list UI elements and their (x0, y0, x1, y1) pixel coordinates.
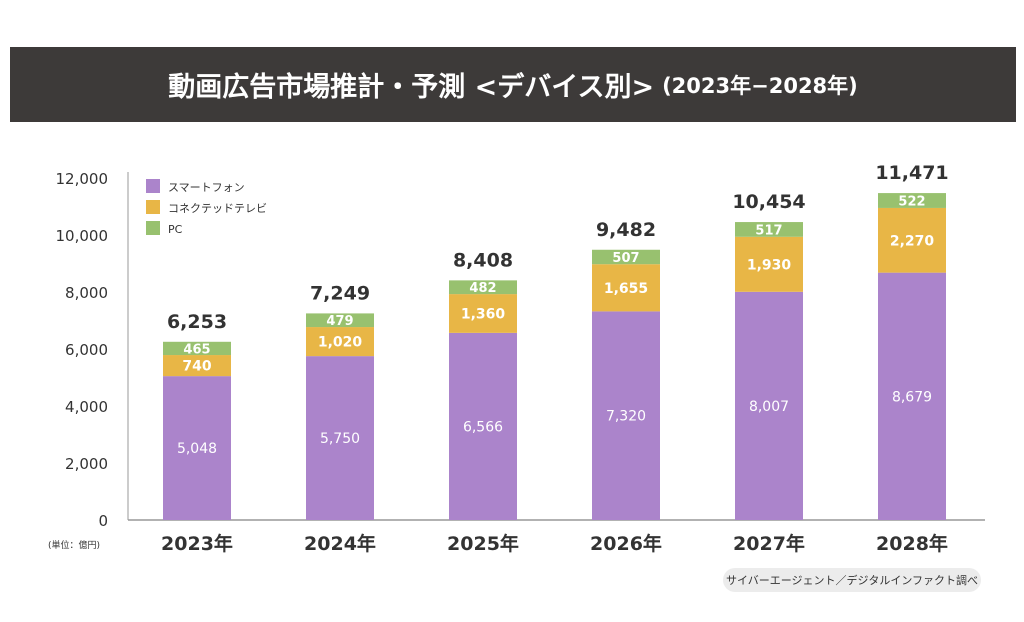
data-label: 1,655 (604, 281, 648, 297)
unit-label: (単位：億円) (48, 541, 101, 551)
bar-0-3 (592, 311, 660, 520)
chart-title: 動画広告市場推計・予測 <デバイス別> (168, 72, 655, 103)
data-label: 1,930 (747, 257, 792, 273)
bar-1-1 (306, 327, 374, 357)
x-tick-label: 2024年 (304, 532, 376, 555)
data-label: 465 (183, 342, 210, 357)
data-label: 2,270 (890, 233, 935, 249)
data-label: 5,048 (177, 441, 217, 457)
bar-1-4 (735, 236, 803, 292)
data-label: 1,360 (461, 306, 506, 322)
x-tick-label: 2023年 (161, 532, 233, 555)
total-label: 7,249 (310, 282, 370, 304)
y-tick-label: 2,000 (65, 455, 108, 473)
bar-2-3 (592, 249, 660, 265)
bar-0-0 (163, 376, 231, 520)
bar-2-0 (163, 341, 231, 356)
chart-subtitle: (2023年−2028年) (662, 73, 858, 98)
legend-swatch-1 (146, 200, 160, 214)
data-label: 522 (898, 195, 925, 210)
total-label: 11,471 (875, 162, 948, 184)
legend-swatch-0 (146, 179, 160, 193)
legend-label-1: コネクテッドテレビ (168, 202, 267, 215)
legend-swatch-2 (146, 221, 160, 235)
data-label: 517 (755, 223, 782, 238)
data-label: 1,020 (318, 335, 363, 351)
bar-0-4 (735, 291, 803, 520)
bar-0-5 (878, 272, 946, 520)
data-label: 482 (469, 281, 496, 296)
total-label: 10,454 (732, 191, 805, 213)
legend-label-0: スマートフォン (168, 181, 245, 194)
bar-1-2 (449, 294, 517, 333)
bar-1-3 (592, 264, 660, 312)
x-tick-label: 2025年 (447, 532, 519, 555)
source-badge: サイバーエージェント／デジタルインファクト調べ (723, 568, 981, 592)
bar-0-2 (449, 332, 517, 520)
data-label: 8,007 (749, 399, 789, 415)
data-label: 740 (182, 359, 211, 375)
bar-1-5 (878, 207, 946, 273)
total-label: 9,482 (596, 219, 656, 241)
bar-2-5 (878, 193, 946, 208)
y-tick-label: 4,000 (65, 398, 108, 416)
bar-0-1 (306, 356, 374, 520)
data-label: 7,320 (606, 409, 646, 425)
y-tick-label: 6,000 (65, 341, 108, 359)
data-label: 8,679 (892, 389, 932, 405)
chart-title-bar: 動画広告市場推計・予測 <デバイス別> (2023年−2028年) (10, 47, 1016, 122)
total-label: 6,253 (167, 311, 227, 333)
legend-label-2: PC (168, 223, 183, 236)
x-tick-label: 2028年 (876, 532, 948, 555)
y-tick-label: 0 (98, 512, 108, 530)
x-tick-label: 2027年 (733, 532, 805, 555)
data-label: 479 (326, 314, 353, 329)
bar-1-0 (163, 355, 231, 377)
bar-2-1 (306, 313, 374, 328)
x-tick-label: 2026年 (590, 532, 662, 555)
total-label: 8,408 (453, 249, 513, 271)
bar-2-2 (449, 280, 517, 295)
y-tick-label: 10,000 (56, 227, 109, 245)
bar-2-4 (735, 222, 803, 237)
data-label: 507 (612, 251, 639, 266)
data-label: 6,566 (463, 419, 503, 435)
y-tick-label: 12,000 (56, 170, 109, 188)
data-label: 5,750 (320, 431, 360, 447)
y-tick-label: 8,000 (65, 284, 108, 302)
